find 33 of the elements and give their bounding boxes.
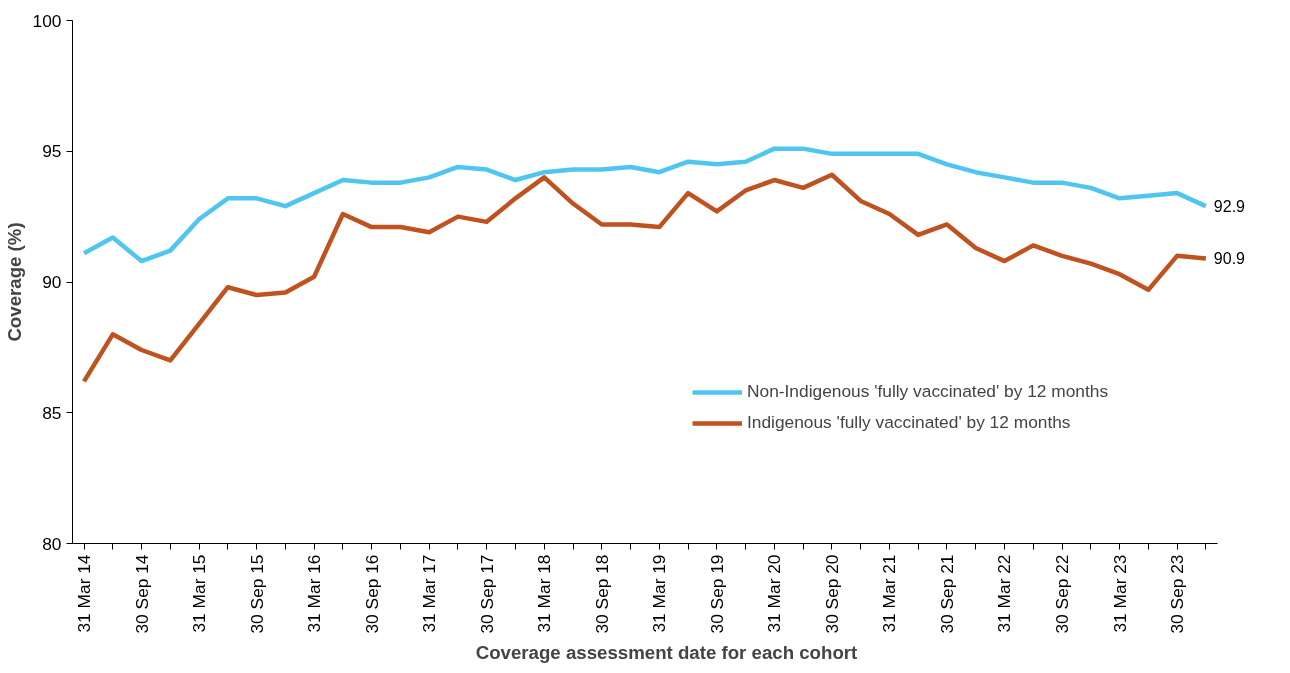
data-label: 90.9 — [1213, 250, 1246, 268]
x-tick-label: 31 Mar 19 — [649, 554, 670, 633]
y-tick-label: 95 — [42, 141, 62, 162]
x-tick-label: 30 Sep 22 — [1052, 554, 1073, 634]
x-tick-label: 31 Mar 15 — [189, 554, 210, 633]
x-tick-label: 30 Sep 15 — [246, 554, 267, 634]
y-tick-label: 100 — [32, 10, 62, 31]
x-tick-label: 31 Mar 23 — [1109, 554, 1130, 633]
x-tick-label: 31 Mar 20 — [764, 554, 785, 633]
x-tick-label: 31 Mar 21 — [879, 554, 900, 633]
x-tick-label: 30 Sep 20 — [821, 554, 842, 634]
y-axis-title: Coverage (%) — [3, 222, 25, 342]
legend-label: Non-Indigenous 'fully vaccinated' by 12 months — [747, 381, 1109, 402]
x-tick-label: 31 Mar 14 — [74, 554, 95, 633]
x-axis-title: Coverage assessment date for each cohort — [475, 641, 858, 663]
x-tick-label: 30 Sep 19 — [706, 554, 727, 634]
x-tick-label: 30 Sep 18 — [591, 554, 612, 634]
x-tick-label: 31 Mar 22 — [994, 554, 1015, 633]
y-tick-label: 85 — [42, 402, 62, 423]
line-series — [81, 172, 1209, 384]
line-series — [81, 146, 1209, 264]
x-tick-label: 30 Sep 14 — [131, 554, 152, 634]
x-tick-label: 31 Mar 18 — [534, 554, 555, 633]
y-tick-label: 80 — [42, 533, 62, 554]
x-tick-label: 31 Mar 17 — [419, 554, 440, 633]
x-tick-label: 30 Sep 21 — [936, 554, 957, 634]
data-label: 92.9 — [1213, 198, 1246, 216]
x-tick-label: 30 Sep 23 — [1167, 554, 1188, 634]
x-tick-label: 31 Mar 16 — [304, 554, 325, 633]
x-tick-label: 30 Sep 17 — [476, 554, 497, 634]
y-tick-label: 90 — [42, 272, 62, 292]
x-tick-label: 30 Sep 16 — [361, 554, 382, 634]
legend-label: Indigenous 'fully vaccinated' by 12 months — [747, 412, 1071, 433]
